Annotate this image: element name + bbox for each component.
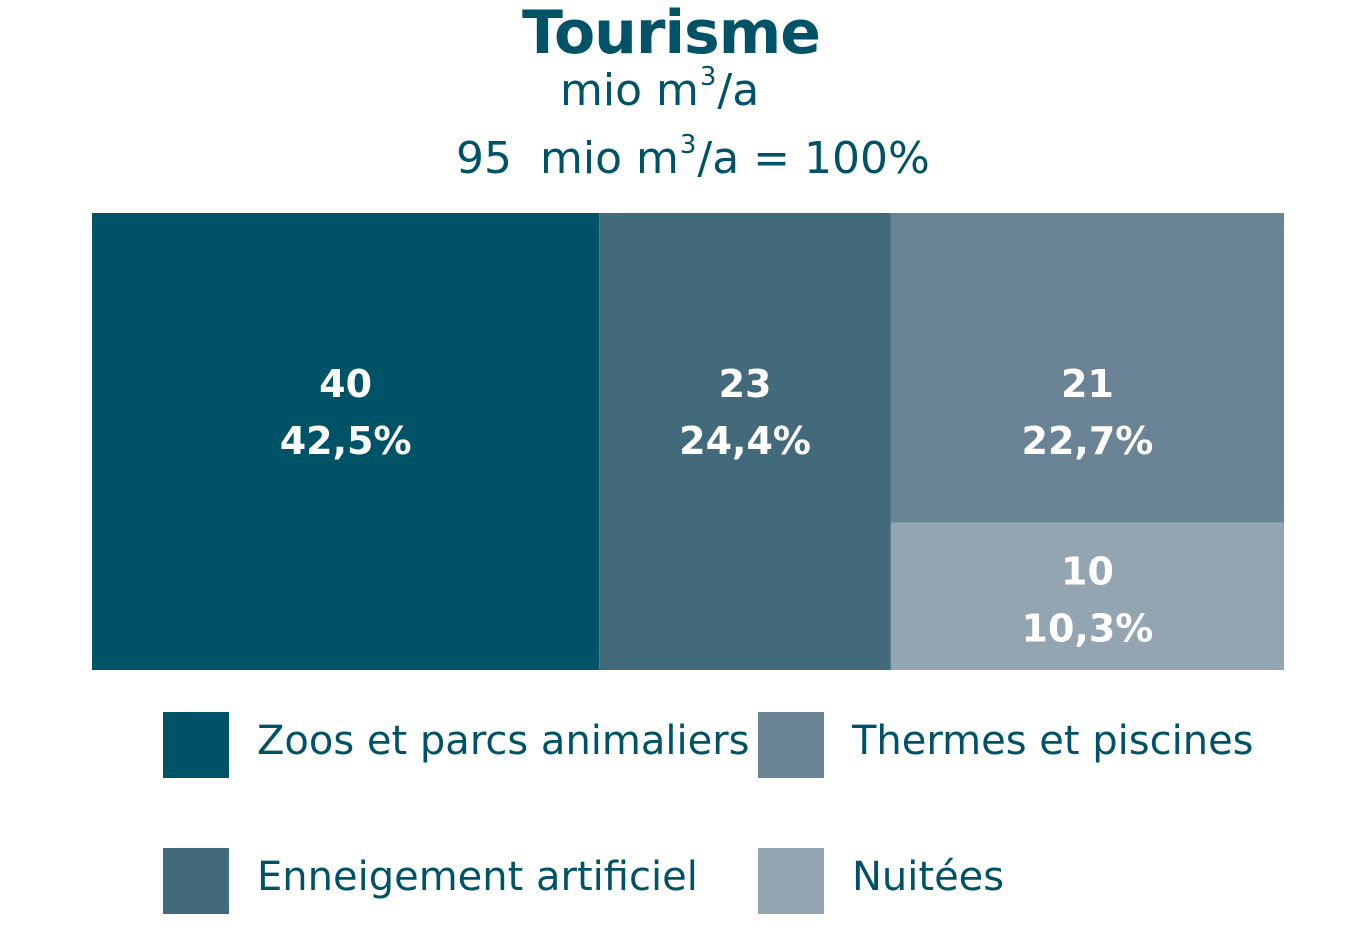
total-suffix: /a = 100% [697, 133, 930, 184]
data-label-value-nuitees: 10 [1061, 550, 1114, 594]
treemap-cell-enneigement [599, 213, 891, 670]
chart-unit: mio m3/a [560, 62, 760, 124]
legend-swatch-nuitees [758, 848, 824, 914]
data-label-percent-enneigement: 24,4% [679, 419, 811, 463]
data-label-value-thermes: 21 [1061, 362, 1114, 406]
data-label-percent-zoos: 42,5% [280, 419, 412, 463]
legend-swatch-zoos [163, 712, 229, 778]
legend-label-thermes: Thermes et piscines [852, 718, 1254, 764]
total-value: 95 [456, 133, 512, 184]
chart-total: 95 mio m3/a = 100% [456, 130, 930, 192]
legend-swatch-enneigement [163, 848, 229, 914]
legend-label-enneigement: Enneigement artificiel [257, 854, 698, 900]
data-label-value-enneigement: 23 [719, 362, 772, 406]
treemap-cell-zoos [92, 213, 600, 670]
legend-swatch-thermes [758, 712, 824, 778]
data-label-percent-nuitees: 10,3% [1022, 607, 1154, 651]
unit-exponent: 3 [699, 62, 717, 92]
treemap-cell-thermes [890, 213, 1284, 523]
total-prefix: mio m [539, 133, 679, 184]
data-label-value-zoos: 40 [319, 362, 372, 406]
chart-title: Tourisme [522, 0, 821, 68]
legend-label-zoos: Zoos et parcs animaliers [257, 718, 750, 764]
legend-label-nuitees: Nuitées [852, 854, 1005, 900]
total-exponent: 3 [679, 130, 697, 160]
unit-prefix: mio m [560, 65, 699, 116]
data-label-percent-thermes: 22,7% [1022, 419, 1154, 463]
treemap-cell-nuitees [890, 522, 1284, 670]
unit-suffix: /a [717, 65, 760, 116]
